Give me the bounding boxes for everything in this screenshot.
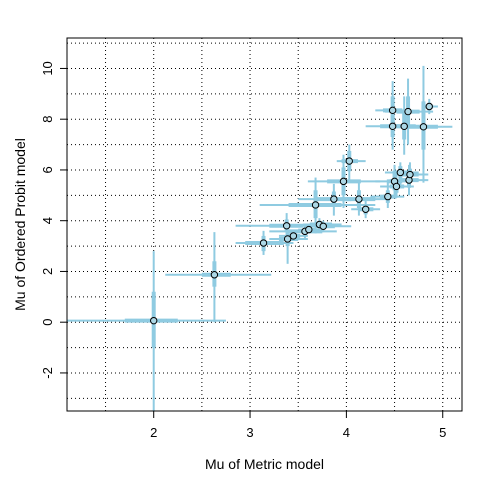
data-point [339,177,348,186]
y-tick-label: 4 [40,217,55,224]
data-point [419,123,428,131]
data-point [388,122,397,131]
data-point [259,239,268,247]
data-point [361,205,370,213]
data-point [282,222,291,230]
data-point [384,192,392,201]
data-point [283,235,292,243]
data-point [305,225,313,234]
y-tick-label: 10 [40,61,55,75]
data-point [330,195,338,203]
error-bars [67,65,453,411]
plot-frame [66,37,463,412]
data-point [404,107,412,116]
data-point [425,102,433,111]
x-axis: 2 3 4 5 [150,411,446,440]
y-tick-label: 6 [40,166,55,173]
data-point [396,168,405,177]
data-point [406,170,414,179]
data-point [319,222,327,230]
data-points [150,102,433,325]
data-point [289,232,298,240]
y-tick-label: 8 [40,116,55,123]
x-tick-label: 2 [150,425,157,440]
data-point [150,316,158,325]
x-tick-label: 3 [246,425,253,440]
y-axis-title: Mu of Ordered Probit model [12,138,28,311]
data-point [388,106,397,115]
data-point [400,122,408,131]
x-tick-label: 5 [439,425,446,440]
data-point [355,195,363,203]
y-tick-label: 2 [40,268,55,275]
grid-lines [67,38,462,411]
x-tick-label: 4 [343,425,350,440]
data-point [311,201,320,209]
y-tick-label: 0 [40,319,55,326]
data-point [345,157,353,165]
data-point [210,271,219,279]
x-axis-title: Mu of Metric model [205,456,324,472]
y-tick-label: -2 [40,367,55,379]
data-point [392,182,401,191]
y-axis: -2 0 2 4 6 8 10 [40,61,67,379]
